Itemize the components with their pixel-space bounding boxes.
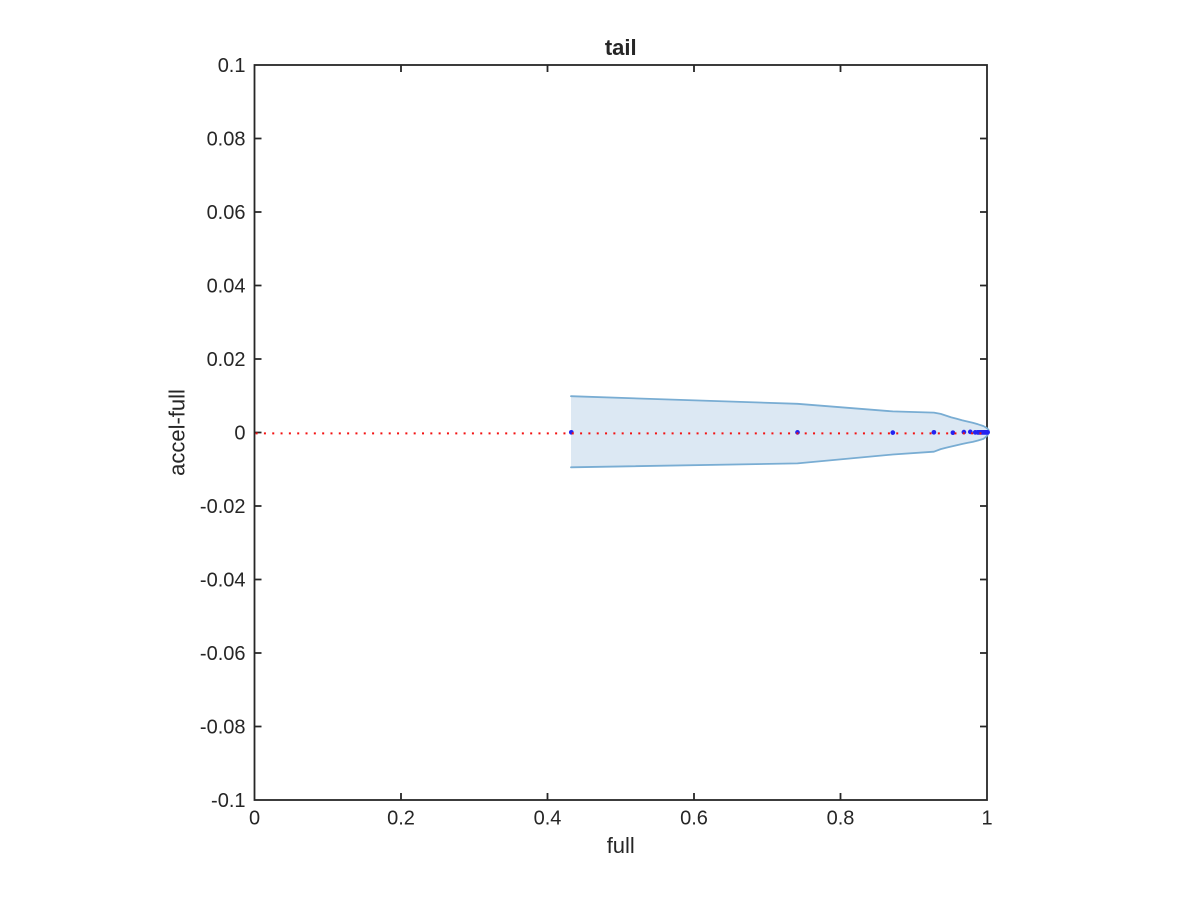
svg-text:0.1: 0.1 bbox=[218, 55, 246, 77]
svg-text:0.02: 0.02 bbox=[207, 349, 246, 371]
svg-text:0: 0 bbox=[249, 808, 260, 830]
svg-text:-0.02: -0.02 bbox=[200, 496, 246, 518]
svg-text:0: 0 bbox=[234, 423, 245, 445]
svg-text:0.4: 0.4 bbox=[534, 808, 562, 830]
svg-text:0.04: 0.04 bbox=[207, 276, 246, 298]
svg-text:-0.08: -0.08 bbox=[200, 717, 246, 739]
svg-text:0.8: 0.8 bbox=[827, 808, 855, 830]
svg-text:-0.04: -0.04 bbox=[200, 570, 246, 592]
svg-text:0.08: 0.08 bbox=[207, 129, 246, 151]
svg-text:0.2: 0.2 bbox=[387, 808, 415, 830]
svg-text:1: 1 bbox=[981, 808, 992, 830]
svg-text:0.06: 0.06 bbox=[207, 202, 246, 224]
svg-text:-0.1: -0.1 bbox=[211, 790, 245, 812]
svg-text:tail: tail bbox=[605, 35, 637, 60]
svg-text:accel-full: accel-full bbox=[165, 389, 190, 476]
svg-text:full: full bbox=[607, 833, 635, 858]
svg-text:-0.06: -0.06 bbox=[200, 643, 246, 665]
svg-text:0.6: 0.6 bbox=[680, 808, 708, 830]
